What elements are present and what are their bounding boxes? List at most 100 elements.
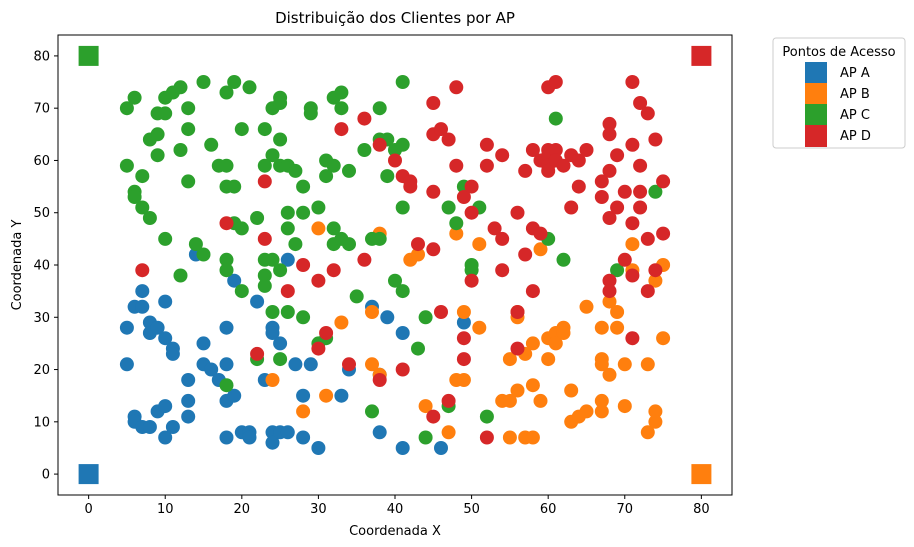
- x-tick-label-8: 80: [693, 502, 710, 517]
- client-point-1-44: [273, 336, 288, 351]
- client-point-2-14: [449, 226, 464, 241]
- client-point-4-46: [495, 231, 510, 246]
- client-point-4-87: [625, 268, 640, 283]
- client-point-1-53: [334, 388, 349, 403]
- client-point-2-43: [579, 299, 594, 314]
- client-point-1-2: [119, 357, 134, 372]
- client-point-3-83: [349, 289, 364, 304]
- client-point-3-18: [173, 143, 188, 157]
- client-point-4-45: [495, 148, 510, 163]
- client-point-3-31: [219, 252, 234, 267]
- client-point-1-23: [181, 409, 196, 424]
- legend-label-3: AP C: [840, 108, 870, 123]
- y-tick-label-8: 80: [33, 49, 50, 64]
- client-point-3-49: [265, 148, 280, 163]
- client-point-4-22: [403, 179, 418, 194]
- client-point-4-27: [426, 242, 441, 257]
- client-point-2-7: [365, 357, 379, 372]
- y-tick-label-2: 20: [33, 363, 50, 378]
- client-point-4-62: [541, 163, 556, 178]
- client-point-3-99: [418, 310, 433, 325]
- client-point-4-50: [510, 341, 525, 356]
- client-point-4-70: [571, 153, 586, 168]
- client-point-4-93: [640, 106, 655, 121]
- client-point-1-38: [250, 294, 265, 309]
- client-point-2-16: [456, 305, 471, 319]
- client-point-2-53: [610, 320, 625, 335]
- client-point-2-59: [640, 425, 655, 440]
- client-point-3-9: [142, 211, 157, 225]
- client-point-4-1: [135, 263, 150, 278]
- client-point-3-20: [181, 101, 196, 116]
- client-point-1-25: [196, 336, 211, 351]
- client-point-3-12: [150, 148, 165, 163]
- client-point-4-89: [633, 96, 648, 110]
- client-point-1-61: [434, 441, 448, 455]
- client-point-4-92: [633, 200, 648, 215]
- client-point-4-17: [372, 373, 387, 387]
- client-point-3-37: [234, 122, 249, 137]
- client-point-4-18: [388, 153, 402, 168]
- client-point-3-33: [219, 378, 234, 393]
- client-point-3-113: [648, 184, 663, 199]
- client-point-3-112: [610, 263, 625, 278]
- client-point-3-81: [342, 163, 356, 178]
- client-point-4-78: [602, 273, 617, 288]
- client-point-4-35: [456, 190, 471, 204]
- client-point-3-38: [234, 221, 249, 236]
- client-point-1-43: [265, 435, 280, 450]
- client-point-3-98: [411, 341, 425, 356]
- client-point-3-44: [257, 158, 272, 173]
- client-point-2-61: [648, 404, 663, 419]
- y-tick-label-3: 30: [33, 311, 50, 326]
- client-point-3-43: [257, 122, 272, 137]
- client-point-1-60: [395, 441, 410, 455]
- client-point-1-19: [165, 346, 180, 361]
- client-point-3-100: [418, 430, 433, 445]
- client-point-2-62: [648, 414, 663, 429]
- client-point-4-86: [625, 216, 640, 231]
- client-point-3-94: [395, 75, 410, 89]
- client-point-1-47: [280, 425, 295, 440]
- client-point-2-37: [548, 336, 563, 351]
- client-point-3-15: [158, 231, 173, 246]
- client-point-3-1: [119, 101, 134, 116]
- client-point-1-27: [204, 362, 219, 377]
- client-point-1-14: [158, 294, 173, 309]
- y-tick-label-7: 70: [33, 102, 50, 117]
- client-point-2-44: [579, 404, 594, 419]
- client-point-2-21: [502, 352, 517, 367]
- client-point-3-66: [296, 310, 311, 325]
- client-point-2-17: [456, 373, 471, 387]
- client-point-3-7: [135, 200, 150, 215]
- client-point-3-62: [288, 163, 303, 178]
- client-point-3-34: [227, 75, 242, 89]
- access-point-marker-1: [78, 464, 99, 485]
- client-point-3-64: [296, 179, 311, 194]
- client-point-4-14: [357, 111, 372, 126]
- client-point-4-44: [487, 221, 502, 236]
- client-point-3-86: [365, 404, 379, 419]
- client-point-2-54: [617, 357, 632, 372]
- client-point-4-7: [296, 258, 311, 272]
- y-tick-label-4: 40: [33, 259, 50, 274]
- client-point-1-15: [158, 331, 173, 346]
- client-point-3-41: [250, 211, 265, 225]
- client-point-3-61: [280, 305, 295, 319]
- client-point-3-84: [357, 143, 372, 157]
- client-point-4-64: [548, 143, 563, 157]
- client-point-4-10: [319, 326, 334, 340]
- client-point-2-22: [502, 393, 517, 408]
- client-point-3-75: [326, 158, 341, 173]
- client-point-4-53: [525, 143, 540, 157]
- client-point-4-39: [464, 205, 479, 220]
- client-point-1-12: [150, 320, 165, 335]
- client-point-3-14: [158, 106, 173, 121]
- x-tick-label-0: 0: [84, 502, 92, 517]
- client-point-1-29: [219, 320, 234, 335]
- client-point-2-33: [533, 393, 548, 408]
- client-point-1-50: [296, 430, 311, 445]
- client-point-4-43: [479, 430, 494, 445]
- x-tick-label-6: 60: [540, 502, 557, 517]
- client-point-1-62: [456, 315, 471, 330]
